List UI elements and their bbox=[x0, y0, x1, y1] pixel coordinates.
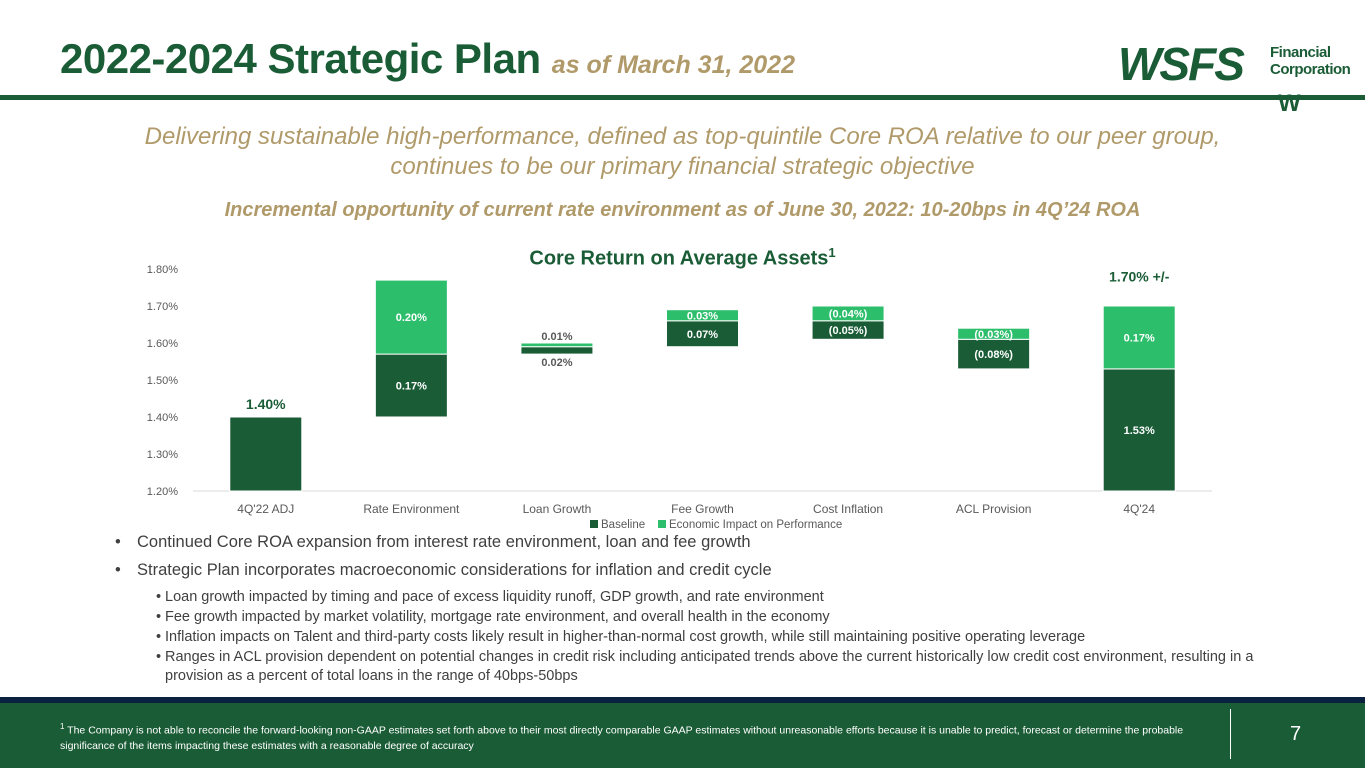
data-label: (0.08%) bbox=[974, 349, 1013, 361]
page-title: 2022-2024 Strategic Plan as of March 31,… bbox=[60, 38, 795, 80]
bar-impact bbox=[520, 342, 594, 348]
x-tick-label: 4Q'24 bbox=[1123, 502, 1155, 516]
footnote: 1 The Company is not able to reconcile t… bbox=[60, 719, 1210, 754]
tagline-line-1: Delivering sustainable high-performance,… bbox=[144, 123, 1221, 150]
chart-title-footnote-ref: 1 bbox=[828, 245, 836, 260]
bar-impact bbox=[374, 279, 448, 355]
sub-bullet-acl-provision: Ranges in ACL provision dependent on pot… bbox=[115, 648, 1305, 686]
sub-bullet-inflation: Inflation impacts on Talent and third-pa… bbox=[115, 628, 1305, 647]
x-tick-label: Loan Growth bbox=[523, 502, 592, 516]
bar-baseline bbox=[374, 353, 448, 418]
footer-divider bbox=[0, 697, 1365, 703]
logo-wordmark: WSFS bbox=[1118, 38, 1245, 90]
data-label: (0.05%) bbox=[829, 325, 868, 337]
chart-title: Core Return on Average Assets1 bbox=[0, 240, 1365, 272]
data-label: 0.17% bbox=[396, 381, 427, 393]
y-tick-label: 1.80% bbox=[147, 264, 178, 276]
data-label: 0.03% bbox=[687, 310, 718, 322]
chart-title-text: Core Return on Average Assets bbox=[529, 247, 829, 270]
header-divider bbox=[0, 95, 1365, 100]
data-label: 1.53% bbox=[1124, 425, 1155, 437]
footnote-text: The Company is not able to reconcile the… bbox=[60, 724, 1184, 752]
legend-label: Economic Impact on Performance bbox=[669, 519, 842, 531]
wsfs-logo: WSFS Financial Corporation W bbox=[1118, 38, 1351, 118]
total-label: 1.70% +/- bbox=[1109, 268, 1170, 284]
total-label: 1.40% bbox=[246, 396, 286, 412]
data-label: 0.02% bbox=[541, 357, 572, 369]
footnote-marker: 1 bbox=[60, 722, 65, 731]
data-label: (0.04%) bbox=[829, 308, 868, 320]
logo-w-mark: W bbox=[1278, 90, 1301, 117]
logo-sub-financial: Financial bbox=[1270, 44, 1331, 61]
data-label: 0.01% bbox=[541, 331, 572, 343]
y-tick-label: 1.20% bbox=[147, 486, 178, 498]
x-tick-label: Cost Inflation bbox=[813, 502, 883, 516]
sub-bullet-loan-growth: Loan growth impacted by timing and pace … bbox=[115, 588, 1305, 607]
x-tick-label: Rate Environment bbox=[363, 502, 460, 516]
x-tick-label: Fee Growth bbox=[671, 502, 734, 516]
bar-impact bbox=[811, 305, 885, 322]
bullet-1: Continued Core ROA expansion from intere… bbox=[115, 532, 1305, 552]
data-label: 0.07% bbox=[687, 329, 718, 341]
bar-impact bbox=[1102, 305, 1176, 370]
bullet-2: Strategic Plan incorporates macroeconomi… bbox=[115, 560, 1305, 580]
y-tick-label: 1.40% bbox=[147, 412, 178, 424]
page-number: 7 bbox=[1290, 723, 1302, 745]
title-date: as of March 31, 2022 bbox=[551, 51, 795, 79]
bar-baseline bbox=[1102, 368, 1176, 492]
roa-waterfall-chart: 1.20% 1.30% 1.40% 1.50% 1.60% 1.70% 1.80% 4Q'22… bbox=[147, 264, 1212, 531]
x-tick-label: 4Q'22 ADJ bbox=[237, 502, 294, 516]
data-label: (0.03%) bbox=[974, 329, 1013, 341]
sub-bullet-fee-growth: Fee growth impacted by market volatility… bbox=[115, 608, 1305, 627]
legend-swatch bbox=[658, 520, 666, 528]
legend-label: Baseline bbox=[601, 519, 645, 531]
y-tick-label: 1.60% bbox=[147, 338, 178, 350]
logo-subtitle: Financial Corporation bbox=[1270, 44, 1351, 78]
bullet-list: Continued Core ROA expansion from intere… bbox=[115, 532, 1305, 687]
y-tick-label: 1.30% bbox=[147, 449, 178, 461]
y-tick-label: 1.50% bbox=[147, 375, 178, 387]
bar-baseline bbox=[520, 346, 594, 355]
tagline-line-2: continues to be our primary financial st… bbox=[390, 153, 975, 180]
y-tick-label: 1.70% bbox=[147, 301, 178, 313]
bar-baseline bbox=[666, 320, 739, 348]
x-tick-label: ACL Provision bbox=[956, 502, 1032, 516]
data-label: 0.20% bbox=[396, 312, 427, 324]
incremental-opportunity: Incremental opportunity of current rate … bbox=[224, 199, 1141, 221]
bar-impact bbox=[957, 327, 1031, 340]
title-main: 2022-2024 Strategic Plan bbox=[60, 35, 541, 82]
bar-baseline bbox=[229, 416, 303, 492]
bar-impact bbox=[666, 309, 739, 322]
legend-swatch bbox=[590, 520, 598, 528]
footer-vertical-divider bbox=[1230, 709, 1231, 759]
logo-sub-corporation: Corporation bbox=[1270, 61, 1351, 78]
bar-baseline bbox=[957, 338, 1031, 370]
footer: 1 The Company is not able to reconcile t… bbox=[0, 703, 1365, 768]
data-label: 0.17% bbox=[1124, 332, 1155, 344]
